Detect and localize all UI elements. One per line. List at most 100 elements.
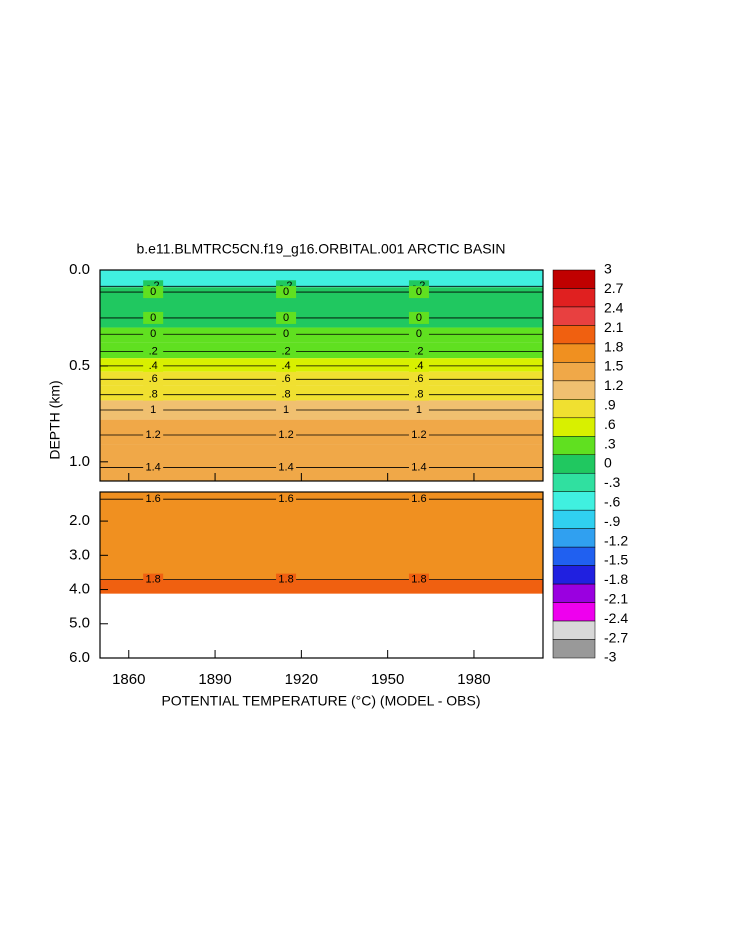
colorbar-label: -1.5 — [604, 552, 628, 568]
contour-label-bg — [276, 573, 297, 586]
contour-fill — [100, 358, 543, 372]
contour-label-bg — [408, 493, 429, 506]
colorbar-label: .6 — [604, 416, 616, 432]
contour-fill — [100, 385, 543, 401]
colorbar-label: 2.7 — [604, 280, 624, 296]
contour-label: .2 — [281, 345, 290, 357]
contour-label: 0 — [416, 328, 422, 340]
colorbar-swatch — [552, 269, 596, 289]
contour-label: 1.6 — [278, 493, 293, 505]
contour-label-bg — [143, 388, 164, 401]
contour-label-bg — [143, 404, 164, 417]
contour-label: 1.8 — [146, 574, 161, 586]
colorbar-label: -1.8 — [604, 571, 628, 587]
colorbar-swatch — [552, 639, 596, 659]
colorbar-label: -.6 — [604, 494, 621, 510]
y-tick-label: 5.0 — [69, 615, 90, 632]
colorbar-swatch — [552, 436, 596, 456]
contour-label-bg — [408, 388, 429, 401]
contour-label-bg — [143, 311, 164, 324]
contour-label-bg — [408, 461, 429, 474]
colorbar-swatch — [552, 306, 596, 326]
x-tick-label: 1860 — [112, 671, 145, 688]
colorbar-swatch — [552, 472, 596, 492]
contour-label: .4 — [149, 360, 158, 372]
contour-label-bg — [408, 573, 429, 586]
colorbar-label: 2.4 — [604, 300, 624, 316]
contour-label-bg — [143, 286, 164, 299]
contour-label: 1 — [416, 404, 422, 416]
contour-fill — [100, 327, 543, 343]
contour-fill — [100, 579, 543, 594]
contour-fill — [100, 270, 543, 288]
colorbar-swatch — [552, 343, 596, 363]
colorbar-swatch — [552, 565, 596, 585]
contour-fill — [100, 371, 543, 386]
colorbar-label: -1.2 — [604, 532, 628, 548]
contour-label: .4 — [414, 360, 423, 372]
contour-fill — [100, 287, 543, 328]
panel-frame — [99, 269, 544, 482]
contour-label: .6 — [414, 373, 423, 385]
y-tick-label: 0.0 — [69, 261, 90, 278]
y-tick-label: 6.0 — [69, 649, 90, 666]
contour-label: .8 — [414, 389, 423, 401]
y-tick-label: 0.5 — [69, 357, 90, 374]
x-tick-label: 1890 — [198, 671, 231, 688]
x-tick-label: 1920 — [285, 671, 318, 688]
contour-label: 1 — [150, 404, 156, 416]
contour-label: .4 — [281, 360, 290, 372]
colorbar-label: -2.1 — [604, 591, 628, 607]
colorbar-label: 1.2 — [604, 377, 624, 393]
contour-label-bg — [143, 573, 164, 586]
contour-label-bg — [408, 311, 429, 324]
contour-label-bg — [276, 373, 297, 386]
contour-label: .2 — [149, 345, 158, 357]
contour-label: 0 — [283, 312, 289, 324]
contour-label-bg — [276, 493, 297, 506]
colorbar-label: .9 — [604, 397, 616, 413]
colorbar-swatch — [552, 509, 596, 529]
contour-label-bg — [408, 345, 429, 358]
contour-label: 1.4 — [146, 461, 161, 473]
contour-label: 1.2 — [278, 429, 293, 441]
y-tick-label: 2.0 — [69, 512, 90, 529]
contour-label: 1.8 — [278, 574, 293, 586]
contour-label-bg — [408, 328, 429, 341]
contour-label: 0 — [150, 286, 156, 298]
contour-label-bg — [143, 461, 164, 474]
contour-label-bg — [143, 328, 164, 341]
x-axis-label: POTENTIAL TEMPERATURE (°C) (MODEL - OBS) — [161, 693, 480, 709]
contour-label: .8 — [281, 389, 290, 401]
contour-label: 1.4 — [278, 461, 293, 473]
x-tick-label: 1950 — [371, 671, 404, 688]
contour-label: 1.8 — [411, 574, 426, 586]
colorbar-swatch — [552, 528, 596, 548]
colorbar-label: 0 — [604, 455, 612, 471]
colorbar-swatch — [552, 454, 596, 474]
contour-label: 1 — [283, 404, 289, 416]
colorbar-swatch — [552, 583, 596, 603]
contour-label-bg — [408, 359, 429, 372]
colorbar-swatch — [552, 325, 596, 345]
contour-fill — [100, 444, 543, 481]
contour-label-bg — [276, 286, 297, 299]
contour-label-bg — [276, 328, 297, 341]
contour-label: 1.2 — [146, 429, 161, 441]
contour-label: 0 — [283, 328, 289, 340]
contour-label-bg — [408, 286, 429, 299]
contour-label-bg — [408, 404, 429, 417]
contour-label-bg — [408, 373, 429, 386]
contour-label: 1.6 — [146, 493, 161, 505]
chart-title: b.e11.BLMTRC5CN.f19_g16.ORBITAL.001 ARCT… — [136, 241, 505, 257]
colorbar-label: -3 — [604, 649, 617, 665]
contour-label-bg — [276, 428, 297, 441]
contour-label-bg — [408, 428, 429, 441]
contour-label-bg — [143, 493, 164, 506]
colorbar-swatch — [552, 546, 596, 566]
colorbar-label: 1.5 — [604, 358, 624, 374]
contour-label: .6 — [281, 373, 290, 385]
colorbar-swatch — [552, 362, 596, 382]
y-tick-label: 3.0 — [69, 546, 90, 563]
